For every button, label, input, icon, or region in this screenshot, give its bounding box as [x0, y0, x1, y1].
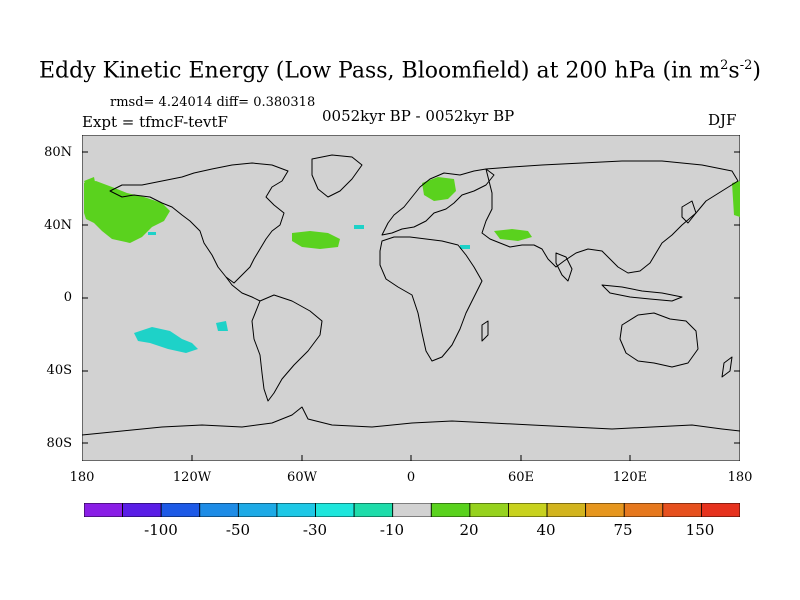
lat-label-40s: 40S	[46, 363, 72, 378]
europe-coast	[381, 168, 495, 236]
lon-label-0: 0	[406, 470, 416, 485]
lon-label-120e: 120E	[612, 470, 648, 485]
coastlines	[82, 154, 740, 436]
anomaly-scandinavia	[422, 177, 456, 201]
colorbar	[84, 503, 740, 517]
anomaly-red-sea	[460, 245, 470, 249]
colorbar-cell	[701, 503, 740, 517]
anomaly-north-pacific	[84, 181, 170, 243]
colorbar-label-75: 75	[613, 521, 633, 539]
map-frame	[82, 135, 740, 461]
anomaly-south-pacific	[134, 327, 198, 353]
anomaly-pacific-tiny	[148, 232, 156, 235]
anomaly-middle-east	[494, 229, 532, 241]
colorbar-cell	[84, 503, 123, 517]
madagascar-coast	[481, 320, 489, 342]
world-map	[82, 135, 740, 461]
colorbar-label-neg100: -100	[144, 521, 178, 539]
colorbar-cell	[276, 503, 316, 517]
colorbar-label-neg50: -50	[225, 521, 251, 539]
plot-title: Eddy Kinetic Energy (Low Pass, Bloomfiel…	[39, 58, 761, 84]
stats-label: rmsd= 4.24014 diff= 0.380318	[110, 95, 316, 110]
colorbar-cell	[662, 503, 702, 517]
negative-anomaly-regions	[134, 225, 470, 353]
colorbar-label-neg10: -10	[379, 521, 405, 539]
africa-coast	[379, 236, 483, 362]
colorbar-label-20: 20	[459, 521, 479, 539]
lon-label-180w: 180	[69, 470, 95, 485]
colorbar-label-150: 150	[685, 521, 715, 539]
colorbar-cell	[353, 503, 394, 517]
colorbar-cell	[469, 503, 509, 517]
colorbar-cell	[585, 503, 625, 517]
anomaly-atlantic-small	[354, 225, 364, 229]
period-label: 0052kyr BP - 0052kyr BP	[322, 107, 515, 125]
lon-label-180e: 180	[727, 470, 753, 485]
lon-label-60e: 60E	[507, 470, 535, 485]
anomaly-east-asia-edge	[732, 181, 740, 217]
lat-label-80s: 80S	[46, 436, 72, 451]
lon-label-120w: 120W	[172, 470, 212, 485]
colorbar-cell	[392, 503, 432, 517]
antarctica-coast	[82, 406, 740, 436]
japan-coast	[681, 200, 697, 224]
colorbar-label-neg30: -30	[302, 521, 328, 539]
positive-anomaly-regions	[84, 177, 740, 249]
asia-coast	[481, 160, 739, 274]
colorbar-cell	[546, 503, 587, 517]
anomaly-north-pacific-west	[84, 177, 96, 191]
colorbar-cell	[430, 503, 471, 517]
lat-label-40n: 40N	[44, 218, 72, 233]
lon-label-60w: 60W	[287, 470, 317, 485]
colorbar-cell	[508, 503, 548, 517]
colorbar-cell	[237, 503, 278, 517]
anomaly-north-atlantic	[292, 231, 340, 249]
india-coast	[555, 252, 573, 282]
south-america-coast	[251, 294, 323, 402]
colorbar-cell	[122, 503, 162, 517]
experiment-label: Expt = tfmcF-tevtF	[82, 113, 228, 131]
season-label: DJF	[708, 111, 737, 129]
colorbar-cell	[623, 503, 664, 517]
colorbar-label-40: 40	[536, 521, 556, 539]
colorbar-cells	[84, 503, 740, 517]
axis-ticks	[82, 151, 740, 461]
indonesia-coast	[601, 284, 683, 302]
anomaly-south-pacific-small	[216, 321, 228, 331]
colorbar-cell	[160, 503, 201, 517]
lat-label-80n: 80N	[44, 145, 72, 160]
lat-label-0: 0	[63, 290, 72, 305]
colorbar-cell	[315, 503, 355, 517]
greenland-coast	[311, 154, 363, 198]
north-america-coast	[109, 162, 289, 284]
new-zealand-coast	[721, 356, 733, 378]
australia-coast	[619, 312, 699, 368]
central-america-coast	[225, 276, 261, 302]
colorbar-cell	[199, 503, 239, 517]
